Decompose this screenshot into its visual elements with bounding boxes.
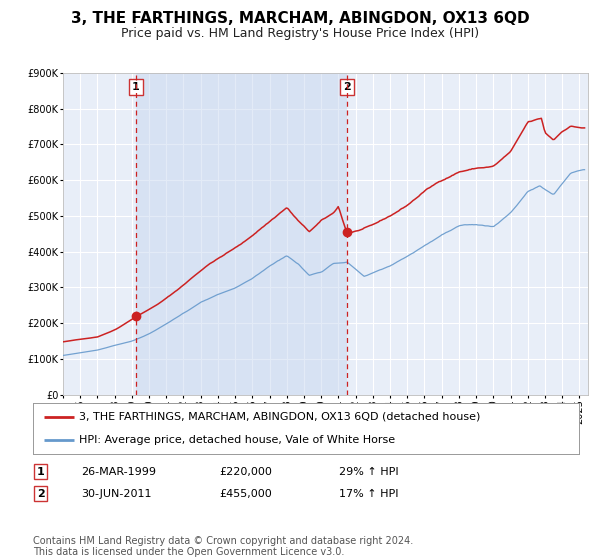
Text: 3, THE FARTHINGS, MARCHAM, ABINGDON, OX13 6QD: 3, THE FARTHINGS, MARCHAM, ABINGDON, OX1… — [71, 11, 529, 26]
Text: HPI: Average price, detached house, Vale of White Horse: HPI: Average price, detached house, Vale… — [79, 435, 395, 445]
Bar — [136, 73, 347, 395]
Text: Contains HM Land Registry data © Crown copyright and database right 2024.
This d: Contains HM Land Registry data © Crown c… — [33, 535, 413, 557]
Text: 2: 2 — [37, 489, 44, 499]
Text: 17% ↑ HPI: 17% ↑ HPI — [339, 489, 398, 499]
Text: 26-MAR-1999: 26-MAR-1999 — [81, 466, 156, 477]
Text: 30-JUN-2011: 30-JUN-2011 — [81, 489, 151, 499]
Text: 1: 1 — [37, 466, 44, 477]
Text: 2: 2 — [343, 82, 351, 92]
Text: £220,000: £220,000 — [219, 466, 272, 477]
Text: 29% ↑ HPI: 29% ↑ HPI — [339, 466, 398, 477]
Text: 1: 1 — [132, 82, 140, 92]
Text: £455,000: £455,000 — [219, 489, 272, 499]
Text: 3, THE FARTHINGS, MARCHAM, ABINGDON, OX13 6QD (detached house): 3, THE FARTHINGS, MARCHAM, ABINGDON, OX1… — [79, 412, 481, 422]
Text: Price paid vs. HM Land Registry's House Price Index (HPI): Price paid vs. HM Land Registry's House … — [121, 27, 479, 40]
